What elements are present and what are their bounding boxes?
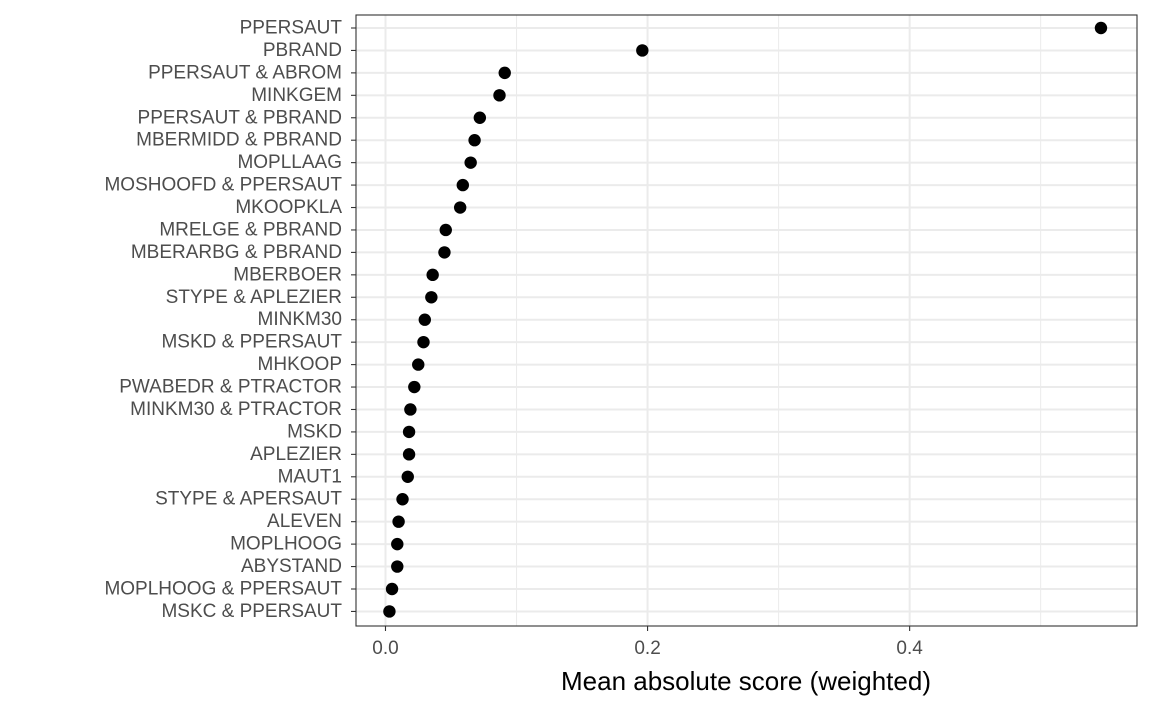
y-tick-label: PBRAND (263, 40, 342, 61)
data-point (453, 201, 467, 214)
y-tick-label: MOSHOOFD & PPERSAUT (104, 175, 342, 196)
data-point (438, 246, 451, 259)
data-point (401, 470, 414, 483)
y-tick-label: MBERBOER (233, 264, 342, 285)
data-point (456, 178, 469, 192)
y-tick-label: MRELGE & PBRAND (159, 219, 342, 240)
data-point (408, 380, 421, 394)
data-point (383, 605, 396, 618)
y-tick-label: ABYSTAND (241, 556, 342, 577)
data-point (439, 223, 452, 237)
y-tick-label: APLEZIER (250, 444, 342, 465)
data-point (396, 493, 409, 506)
data-point (391, 537, 404, 551)
data-point (417, 335, 430, 349)
data-point (402, 448, 416, 461)
data-point (412, 358, 425, 371)
panel-border (355, 14, 1138, 627)
y-tick-label: MKOOPKLA (235, 197, 342, 218)
data-point (425, 291, 438, 304)
y-tick-label: MBERMIDD & PBRAND (136, 130, 342, 151)
y-tick-label: MOPLHOOG & PPERSAUT (104, 579, 342, 600)
y-tick-label: MINKGEM (251, 85, 342, 106)
y-tick-label: PPERSAUT (240, 18, 343, 39)
y-tick-label: MINKM30 & PTRACTOR (130, 399, 342, 420)
data-point (391, 560, 404, 573)
data-point (418, 313, 431, 326)
y-tick-label: MINKM30 (258, 309, 342, 330)
data-point (402, 425, 416, 439)
y-tick-label: PPERSAUT & PBRAND (138, 107, 342, 128)
y-tick-label: STYPE & APERSAUT (155, 489, 342, 510)
grid-layer (356, 15, 1137, 626)
y-tick-label: MOPLLAAG (237, 152, 342, 173)
data-point (426, 268, 439, 282)
y-tick-label: MSKC & PPERSAUT (161, 601, 342, 622)
y-tick-label: MHKOOP (258, 354, 342, 375)
y-tick-label: MAUT1 (278, 466, 342, 487)
x-tick-label: 0.0 (372, 638, 398, 659)
data-point (636, 44, 649, 57)
y-tick-label: STYPE & APLEZIER (166, 287, 342, 308)
x-axis: 0.0 0.2 0.4 (372, 626, 923, 659)
x-axis-title: Mean absolute score (weighted) (561, 666, 931, 696)
data-point (473, 111, 487, 124)
data-point (1094, 21, 1108, 35)
data-point (498, 66, 511, 80)
y-tick-label: MSKD & PPERSAUT (161, 332, 342, 353)
y-tick-label: PPERSAUT & ABROM (148, 62, 342, 83)
x-tick-label: 0.4 (896, 638, 923, 659)
y-tick-label: PWABEDR & PTRACTOR (119, 377, 342, 398)
points-layer (383, 21, 1108, 618)
data-point (404, 403, 417, 416)
data-point (392, 515, 405, 528)
data-point (468, 134, 481, 147)
data-point (385, 582, 399, 596)
data-point (493, 89, 506, 102)
y-tick-label: MBERARBG & PBRAND (131, 242, 342, 263)
data-point (464, 156, 477, 169)
y-tick-label: MSKD (287, 421, 342, 442)
y-tick-label: ALEVEN (267, 511, 342, 532)
y-tick-label: MOPLHOOG (230, 534, 342, 555)
x-tick-label: 0.2 (634, 638, 660, 659)
